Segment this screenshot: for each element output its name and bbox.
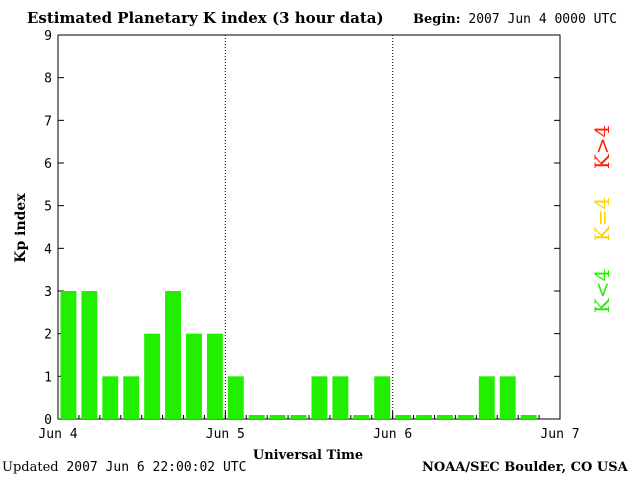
x-tick-label: Jun 6	[373, 427, 412, 442]
kp-bar	[165, 291, 181, 419]
kp-bar	[457, 415, 474, 419]
kp-bar	[520, 415, 537, 419]
y-tick-label: 7	[44, 114, 52, 129]
kp-bar	[499, 376, 516, 419]
y-tick-label: 8	[44, 72, 52, 87]
x-tick-label: Jun 5	[206, 427, 245, 442]
kp-bar	[332, 376, 349, 419]
kp-bar	[269, 415, 286, 419]
kp-bar	[311, 376, 328, 419]
kp-bar	[60, 291, 77, 419]
kp-bar	[123, 376, 140, 419]
legend-k-greater-4: K>4	[590, 124, 614, 170]
y-tick-label: 1	[44, 370, 52, 385]
kp-bar	[374, 376, 391, 419]
y-tick-label: 9	[44, 29, 52, 44]
kp-bar	[248, 415, 265, 419]
y-tick-label: 4	[44, 242, 52, 257]
legend-k-less-4: K<4	[590, 268, 614, 314]
y-axis-label: Kp index	[13, 193, 29, 263]
kp-bar	[186, 333, 202, 419]
kp-bar	[227, 376, 244, 419]
chart-title: Estimated Planetary K index (3 hour data…	[27, 9, 384, 27]
updated-label: Updated	[2, 460, 59, 475]
begin-label: Begin:	[413, 12, 461, 27]
kp-bar	[144, 333, 161, 419]
kp-bar	[102, 376, 119, 419]
updated-value: 2007 Jun 6 22:00:02 UTC	[66, 460, 247, 475]
x-axis-label: Universal Time	[252, 448, 364, 463]
kp-bar	[416, 415, 432, 419]
y-tick-label: 5	[44, 200, 52, 215]
y-tick-label: 3	[44, 285, 52, 300]
begin-info: Begin: 2007 Jun 4 0000 UTC	[413, 12, 617, 27]
kp-bar	[437, 415, 453, 419]
y-tick-label: 0	[44, 413, 52, 428]
y-tick-label: 6	[44, 157, 52, 172]
kp-bar	[206, 333, 223, 419]
x-tick-label: Jun 7	[540, 427, 579, 442]
credit-text: NOAA/SEC Boulder, CO USA	[422, 460, 628, 475]
legend-k-equal-4: K=4	[590, 196, 614, 242]
kp-bar	[395, 415, 412, 419]
updated-info: Updated 2007 Jun 6 22:00:02 UTC	[2, 460, 246, 475]
kp-bar	[353, 415, 370, 419]
x-tick-label: Jun 4	[38, 427, 77, 442]
plot-frame	[57, 34, 561, 420]
begin-value: 2007 Jun 4 0000 UTC	[468, 12, 618, 27]
kp-bar	[478, 376, 495, 419]
kp-bar	[290, 415, 307, 419]
kp-bar	[81, 291, 98, 419]
y-tick-label: 2	[44, 328, 52, 343]
